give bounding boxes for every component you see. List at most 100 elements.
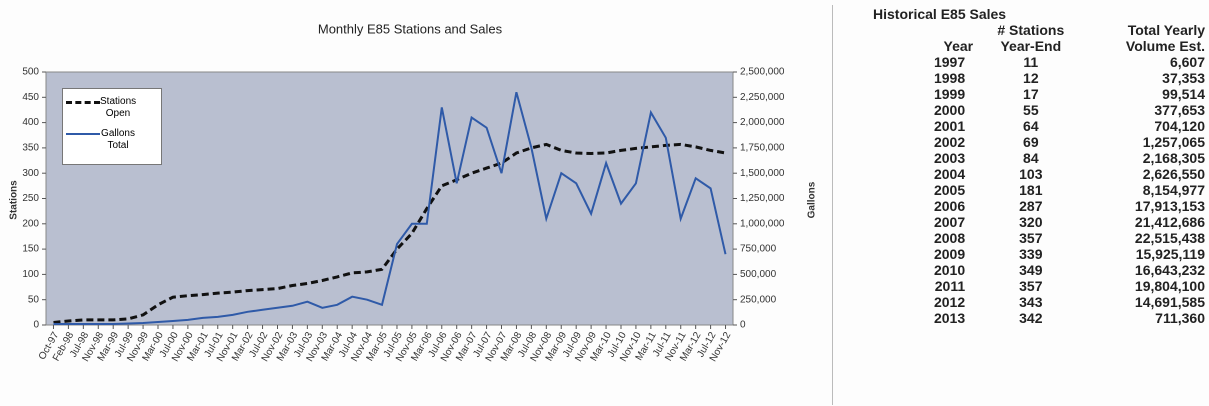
- chart-title: Monthly E85 Stations and Sales: [318, 21, 503, 36]
- table-row: 2007 320 21,412,686: [873, 214, 1205, 230]
- table-row: 2013 342 711,360: [873, 310, 1205, 326]
- table-row: 2000 55 377,653: [873, 102, 1205, 118]
- table-cell: 6,607: [1169, 54, 1205, 70]
- table-cell: 2002: [933, 134, 966, 150]
- table-cell: 103: [1019, 166, 1043, 182]
- y2-axis-label: Gallons: [807, 181, 818, 218]
- table-cell: 357: [1019, 278, 1043, 294]
- table-cell: 99,514: [1162, 86, 1205, 102]
- y-tick-label: 150: [22, 244, 39, 255]
- table-cell: 2012: [933, 294, 966, 310]
- y-tick-label: 200: [22, 218, 39, 229]
- legend-item: Gallons Total: [66, 128, 158, 152]
- table-cell: 704,120: [1154, 118, 1205, 134]
- table-cell: 339: [1019, 246, 1043, 262]
- table-cell: 22,515,438: [1134, 230, 1205, 246]
- table-row: 2009 339 15,925,119: [873, 246, 1205, 262]
- table-row: 2012 343 14,691,585: [873, 294, 1205, 310]
- table-row: 2008 357 22,515,438: [873, 230, 1205, 246]
- column-header: Year: [943, 38, 974, 54]
- table-cell: 1,257,065: [1142, 134, 1205, 150]
- table-cell: 12: [1023, 70, 1039, 86]
- table-cell: 181: [1019, 182, 1043, 198]
- table-cell: 2011: [934, 278, 966, 294]
- table-cell: 320: [1019, 214, 1043, 230]
- table-cell: 84: [1023, 150, 1039, 166]
- table-cell: 14,691,585: [1134, 294, 1205, 310]
- table-cell: 19,804,100: [1134, 278, 1205, 294]
- table-row: 2011 357 19,804,100: [873, 278, 1205, 294]
- table-row: 1998 12 37,353: [873, 70, 1205, 86]
- table-cell: 2,626,550: [1142, 166, 1205, 182]
- legend-label: Gallons Total: [101, 128, 135, 151]
- table-cell: 2001: [933, 118, 966, 134]
- table-cell: 2003: [933, 150, 966, 166]
- table-cell: 1997: [933, 54, 966, 70]
- table-row: 2005 181 8,154,977: [873, 182, 1205, 198]
- table-cell: 64: [1023, 118, 1039, 134]
- table-cell: 1999: [933, 86, 966, 102]
- y2-tick-label: 1,000,000: [740, 218, 785, 229]
- y2-tick-label: 750,000: [740, 244, 777, 255]
- y2-tick-label: 2,250,000: [740, 92, 785, 103]
- y-tick-label: 100: [22, 269, 39, 280]
- table-cell: 2010: [933, 262, 966, 278]
- table-row: 1999 17 99,514: [873, 86, 1205, 102]
- series-line: [53, 142, 726, 324]
- y-tick-label: 500: [22, 67, 39, 78]
- table-cell: 377,653: [1154, 102, 1205, 118]
- table-cell: 2,168,305: [1142, 150, 1205, 166]
- table-row: 1997 11 6,607: [873, 54, 1205, 70]
- table-cell: 287: [1019, 198, 1043, 214]
- table-cell: 342: [1019, 310, 1043, 326]
- table-cell: 17,913,153: [1134, 198, 1205, 214]
- table-cell: 2009: [933, 246, 966, 262]
- chart: Monthly E85 Stations and Sales Stations …: [9, 21, 818, 363]
- table-header: Year # Stations Year-End Total Yearly Volu…: [873, 22, 1205, 54]
- legend-swatch: [66, 133, 100, 135]
- table-cell: 21,412,686: [1134, 214, 1205, 230]
- y-tick-label: 350: [22, 143, 39, 154]
- legend-item: Stations Open: [66, 96, 158, 120]
- table-cell: 2000: [933, 102, 966, 118]
- y2-tick-label: 250,000: [740, 294, 777, 305]
- table-cell: 16,643,232: [1134, 262, 1205, 278]
- table-cell: 8,154,977: [1142, 182, 1205, 198]
- table-cell: 2008: [933, 230, 966, 246]
- table-cell: 15,925,119: [1135, 246, 1205, 262]
- table-title: Historical E85 Sales: [873, 6, 1007, 22]
- y-tick-label: 250: [22, 193, 39, 204]
- table-panel: Historical E85 Sales Year # Stations Year…: [873, 6, 1205, 326]
- y2-tick-label: 1,500,000: [740, 168, 785, 179]
- y-tick-label: 50: [28, 294, 40, 305]
- table-row: 2010 349 16,643,232: [873, 262, 1205, 278]
- table-cell: 37,353: [1162, 70, 1205, 86]
- table-cell: 2013: [933, 310, 966, 326]
- table-cell: 2006: [933, 198, 966, 214]
- table-cell: 2005: [933, 182, 966, 198]
- series-line: [53, 91, 727, 325]
- table-cell: 69: [1023, 134, 1039, 150]
- y-tick-label: 300: [22, 168, 39, 179]
- y-axis-label: Stations: [9, 180, 20, 220]
- table-cell: 2007: [933, 214, 966, 230]
- column-header: Total Yearly Volume Est.: [1125, 22, 1205, 54]
- table: Year # Stations Year-End Total Yearly Volu…: [873, 22, 1205, 326]
- y2-tick-label: 500,000: [740, 269, 777, 280]
- y-tick-label: 0: [33, 320, 39, 331]
- table-cell: 55: [1023, 102, 1039, 118]
- y2-tick-label: 1,750,000: [740, 143, 785, 154]
- table-cell: 17: [1023, 86, 1039, 102]
- table-row: 2001 64 704,120: [873, 118, 1205, 134]
- y-tick-label: 400: [22, 117, 39, 128]
- y2-tick-label: 0: [740, 320, 746, 331]
- table-row: 2003 84 2,168,305: [873, 150, 1205, 166]
- y2-tick-label: 1,250,000: [740, 193, 785, 204]
- table-row: 2002 69 1,257,065: [873, 134, 1205, 150]
- table-cell: 1998: [933, 70, 966, 86]
- legend-label: Stations Open: [100, 96, 137, 119]
- table-cell: 11: [1023, 54, 1039, 70]
- table-cell: 343: [1019, 294, 1043, 310]
- y-tick-label: 450: [22, 92, 39, 103]
